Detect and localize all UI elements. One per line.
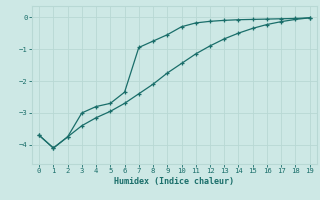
X-axis label: Humidex (Indice chaleur): Humidex (Indice chaleur)	[115, 177, 234, 186]
